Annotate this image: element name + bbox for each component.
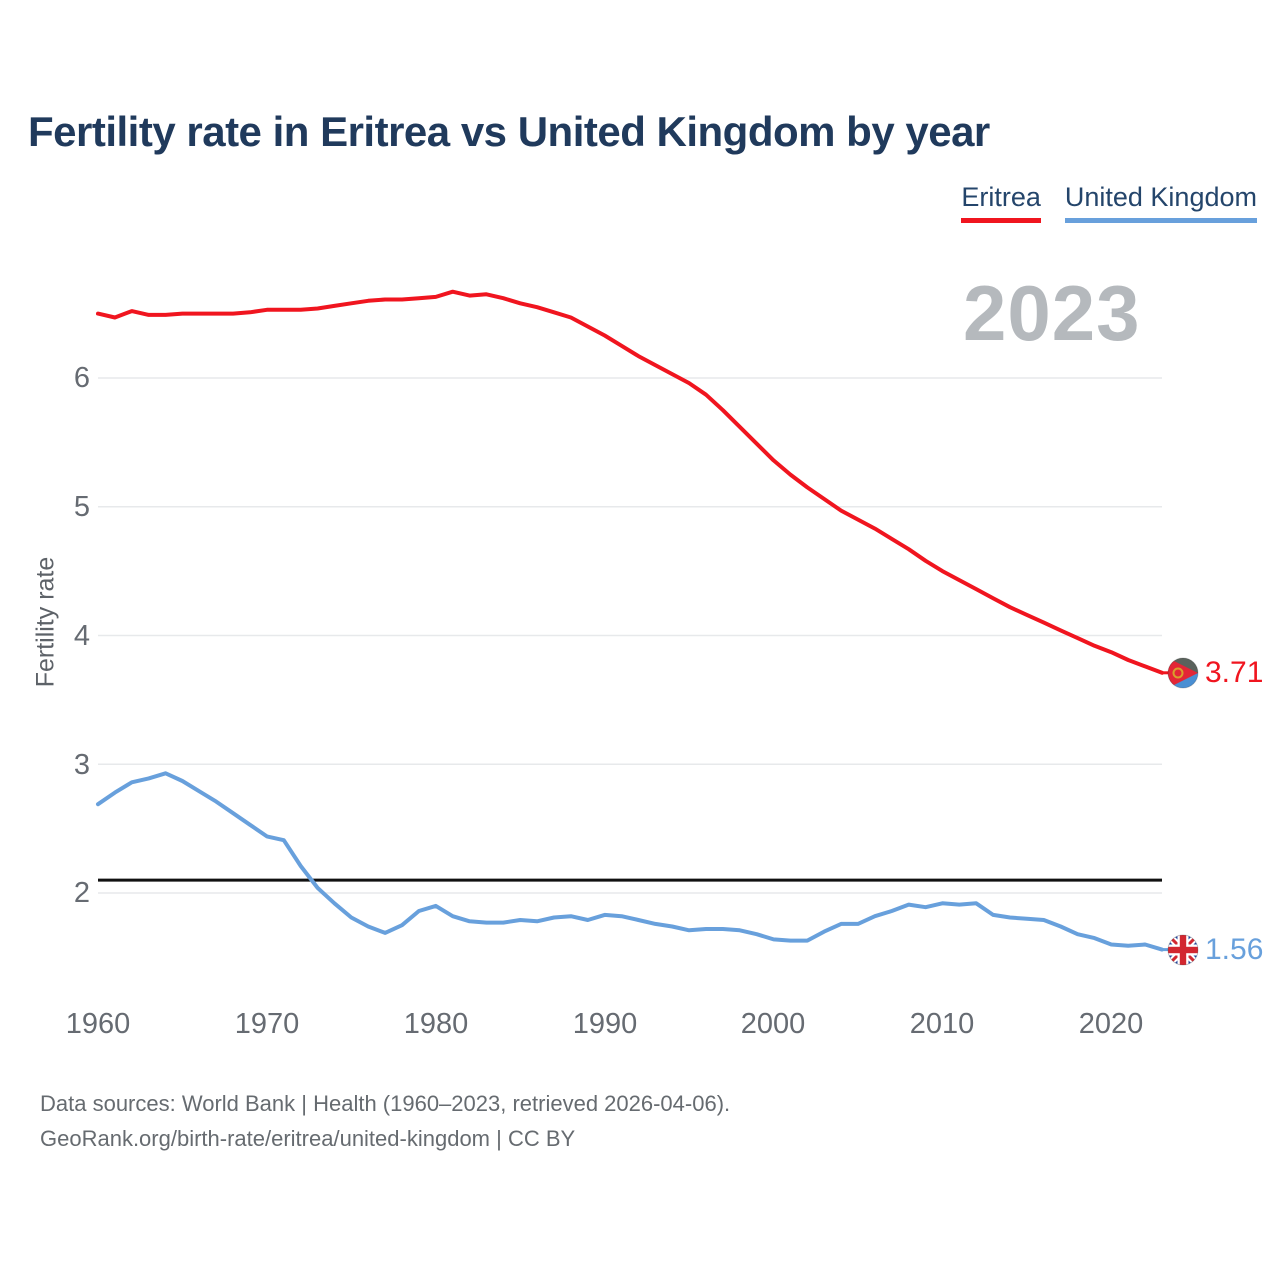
- united-kingdom-end-value-label: 1.56: [1205, 933, 1264, 966]
- eritrea-flag-icon: [1167, 657, 1199, 689]
- legend-item-eritrea[interactable]: Eritrea: [961, 182, 1041, 223]
- series-lines: [96, 289, 1170, 952]
- legend-label-eritrea: Eritrea: [961, 182, 1041, 212]
- x-tick-1990: 1990: [572, 1008, 638, 1040]
- x-tick-1980: 1980: [403, 1008, 469, 1040]
- united-kingdom-flag-icon: [1167, 934, 1199, 966]
- footer-data-sources: Data sources: World Bank | Health (1960–…: [40, 1091, 731, 1116]
- y-tick-4: 4: [73, 620, 90, 652]
- y-tick-6: 6: [73, 362, 90, 394]
- gridlines: [98, 377, 1162, 894]
- x-tick-1960: 1960: [65, 1008, 131, 1040]
- footer: Data sources: World Bank | Health (1960–…: [40, 1086, 1140, 1156]
- x-tick-2010: 2010: [909, 1008, 975, 1040]
- legend-label-united-kingdom: United Kingdom: [1064, 182, 1257, 212]
- y-tick-5: 5: [73, 491, 90, 523]
- year-watermark: 2023: [963, 269, 1141, 357]
- page-title: Fertility rate in Eritrea vs United King…: [28, 108, 990, 155]
- x-tick-1970: 1970: [234, 1008, 300, 1040]
- end-markers: [1167, 657, 1199, 966]
- y-tick-2: 2: [73, 877, 90, 909]
- legend: Eritrea United Kingdom: [961, 182, 1257, 223]
- x-tick-2020: 2020: [1078, 1008, 1144, 1040]
- y-tick-3: 3: [73, 749, 90, 781]
- footer-attribution: GeoRank.org/birth-rate/eritrea/united-ki…: [40, 1126, 576, 1151]
- legend-item-united-kingdom[interactable]: United Kingdom: [1064, 182, 1257, 223]
- x-tick-2000: 2000: [740, 1008, 806, 1040]
- eritrea-end-value-label: 3.71: [1205, 656, 1264, 689]
